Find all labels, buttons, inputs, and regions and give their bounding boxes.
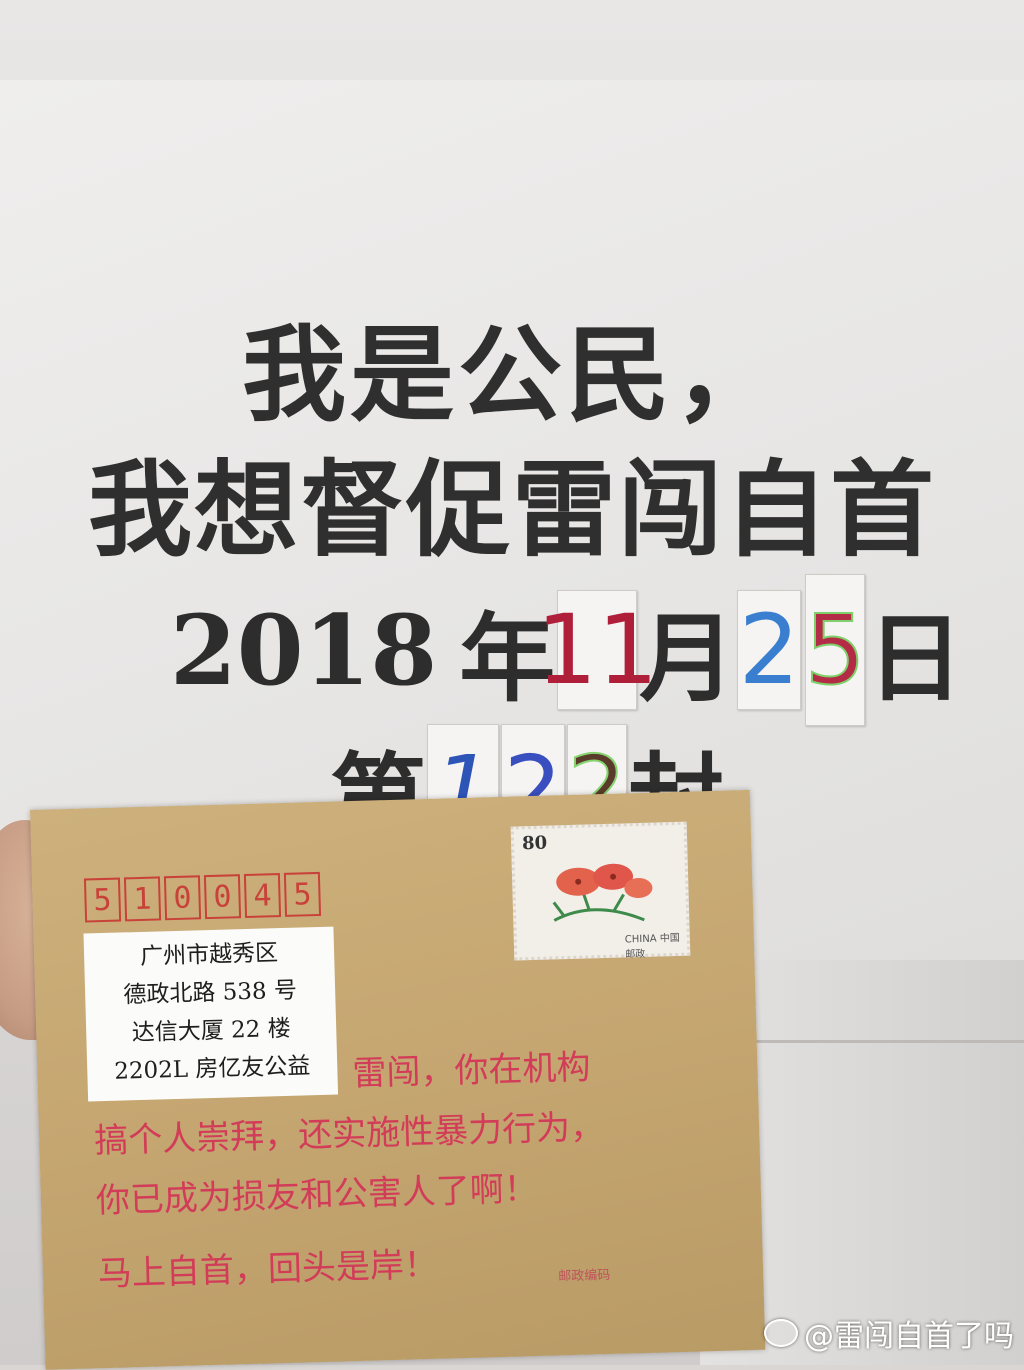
date-day-tens-patch: 2	[737, 590, 802, 710]
handwritten-message-line: 搞个人崇拜，还实施性暴力行为，	[93, 1107, 605, 1162]
handwritten-message-line: 雷闯，你在机构	[351, 1047, 591, 1095]
handwritten-message-line: 马上自首，回头是岸！	[97, 1244, 439, 1295]
date-day-ones-patch: 5	[804, 574, 867, 726]
zip-digit: 0	[163, 875, 202, 921]
date-day-char: 日	[867, 601, 964, 715]
handwritten-message-line: 你已成为损友和公害人了啊！	[95, 1168, 539, 1222]
watermark-text: @雷闯自首了吗	[804, 1319, 1014, 1354]
zip-digit: 0	[203, 874, 242, 920]
zip-digit: 5	[83, 877, 122, 923]
date-month-char: 月	[639, 601, 736, 715]
poster-line-2: 我想督促雷闯自首	[87, 448, 936, 571]
address-line: 2202L 房亿友公益	[113, 1053, 311, 1085]
envelope: 5 1 0 0 4 5 80 CHINA 中国邮政 广州市越秀区 德政北路 53…	[30, 789, 766, 1370]
poster-date: 2018 年 11 月 2 5 日	[170, 574, 964, 726]
zip-code-boxes: 5 1 0 0 4 5	[83, 871, 322, 923]
postage-stamp: 80 CHINA 中国邮政	[510, 821, 691, 961]
zip-digit: 5	[283, 871, 322, 917]
date-year-char: 年	[459, 601, 556, 715]
poster-line-1: 我是公民，	[241, 313, 782, 436]
shelf-edge	[740, 1040, 1024, 1043]
postcode-note: 邮政编码	[558, 1267, 611, 1285]
zip-digit: 1	[123, 876, 162, 922]
address-line: 德政北路 538 号	[123, 977, 298, 1009]
date-year: 2018	[170, 593, 438, 707]
lily-flower-icon	[552, 863, 653, 922]
zip-digit: 4	[243, 873, 282, 919]
address-label: 广州市越秀区 德政北路 538 号 达信大厦 22 楼 2202L 房亿友公益	[83, 926, 339, 1102]
date-month-patch: 11	[536, 590, 658, 710]
stamp-country: CHINA 中国邮政	[624, 932, 680, 961]
weibo-logo-icon	[764, 1319, 798, 1347]
weibo-watermark: @雷闯自首了吗	[764, 1311, 1014, 1355]
